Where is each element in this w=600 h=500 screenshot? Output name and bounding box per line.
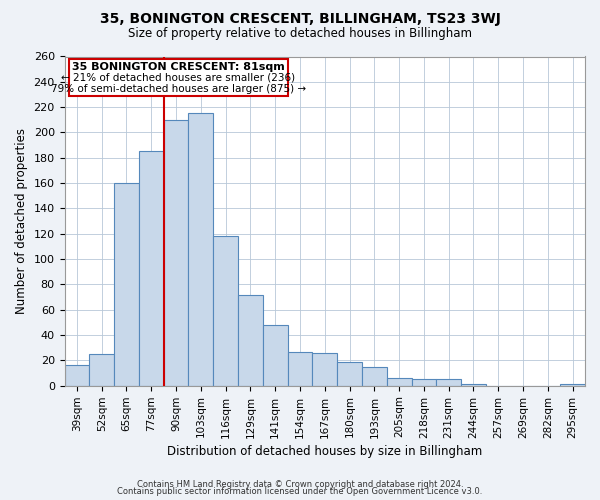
Text: 79% of semi-detached houses are larger (875) →: 79% of semi-detached houses are larger (… [51, 84, 306, 94]
Bar [263, 325, 287, 386]
Bar [387, 378, 412, 386]
FancyBboxPatch shape [70, 59, 287, 96]
Bar [436, 380, 461, 386]
Text: 35 BONINGTON CRESCENT: 81sqm: 35 BONINGTON CRESCENT: 81sqm [72, 62, 285, 72]
Bar [164, 120, 188, 386]
Bar [560, 384, 585, 386]
Bar [114, 183, 139, 386]
Y-axis label: Number of detached properties: Number of detached properties [15, 128, 28, 314]
Bar [89, 354, 114, 386]
Bar [287, 352, 313, 386]
Bar [238, 294, 263, 386]
Text: ← 21% of detached houses are smaller (236): ← 21% of detached houses are smaller (23… [61, 73, 296, 83]
Bar [139, 152, 164, 386]
Bar [188, 114, 213, 386]
Bar [362, 366, 387, 386]
Bar [461, 384, 486, 386]
Bar [412, 380, 436, 386]
Text: 35, BONINGTON CRESCENT, BILLINGHAM, TS23 3WJ: 35, BONINGTON CRESCENT, BILLINGHAM, TS23… [100, 12, 500, 26]
Bar [213, 236, 238, 386]
Text: Size of property relative to detached houses in Billingham: Size of property relative to detached ho… [128, 28, 472, 40]
Bar [65, 366, 89, 386]
Text: Contains HM Land Registry data © Crown copyright and database right 2024.: Contains HM Land Registry data © Crown c… [137, 480, 463, 489]
Text: Contains public sector information licensed under the Open Government Licence v3: Contains public sector information licen… [118, 487, 482, 496]
Bar [313, 353, 337, 386]
X-axis label: Distribution of detached houses by size in Billingham: Distribution of detached houses by size … [167, 444, 482, 458]
Bar [337, 362, 362, 386]
